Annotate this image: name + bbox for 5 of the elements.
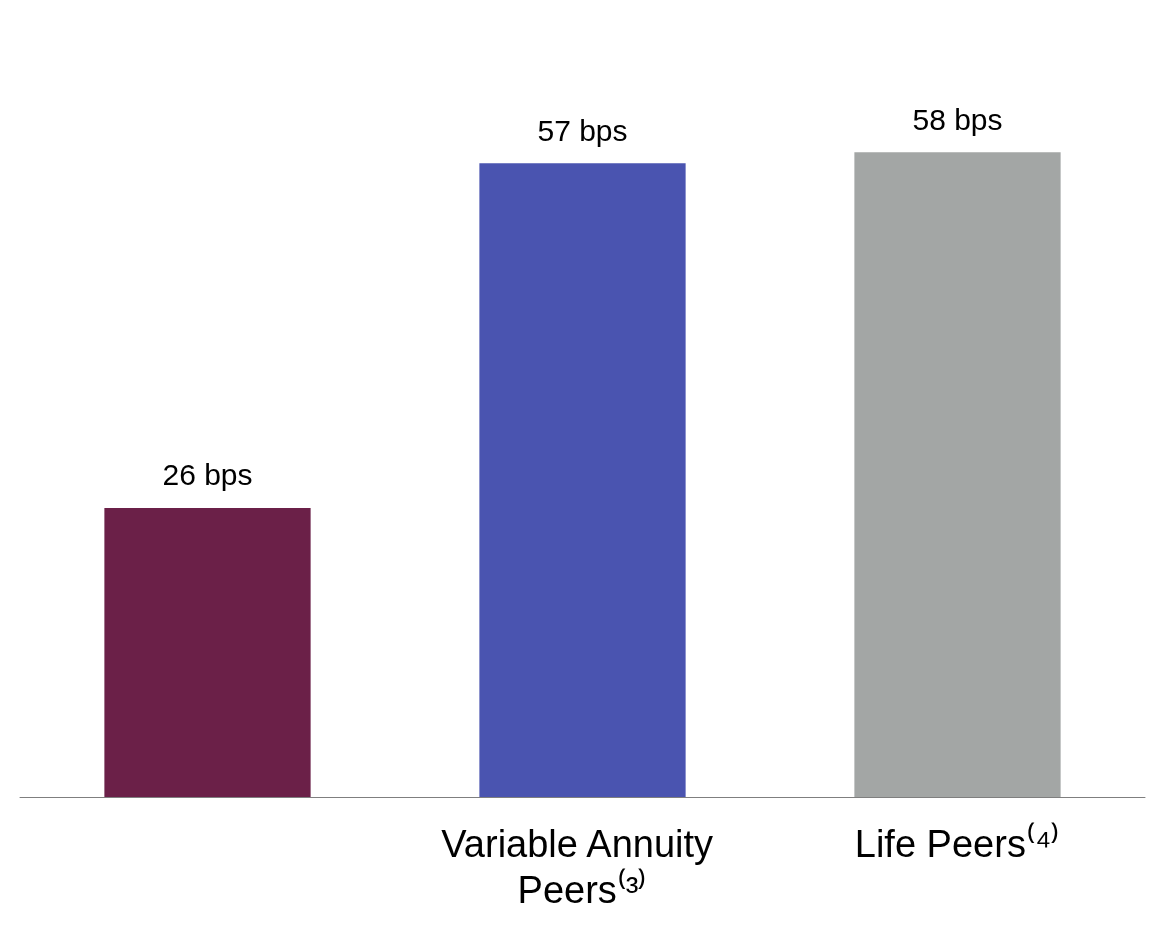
data-label: 58 bps	[912, 102, 1003, 136]
x-tick-label: Variable Annuity Peers⁽³⁾	[441, 823, 724, 911]
x-tick-label: Life Peers⁽⁴⁾	[854, 822, 1061, 865]
data-label: 26 bps	[162, 458, 253, 492]
data-label: 57 bps	[537, 113, 628, 147]
